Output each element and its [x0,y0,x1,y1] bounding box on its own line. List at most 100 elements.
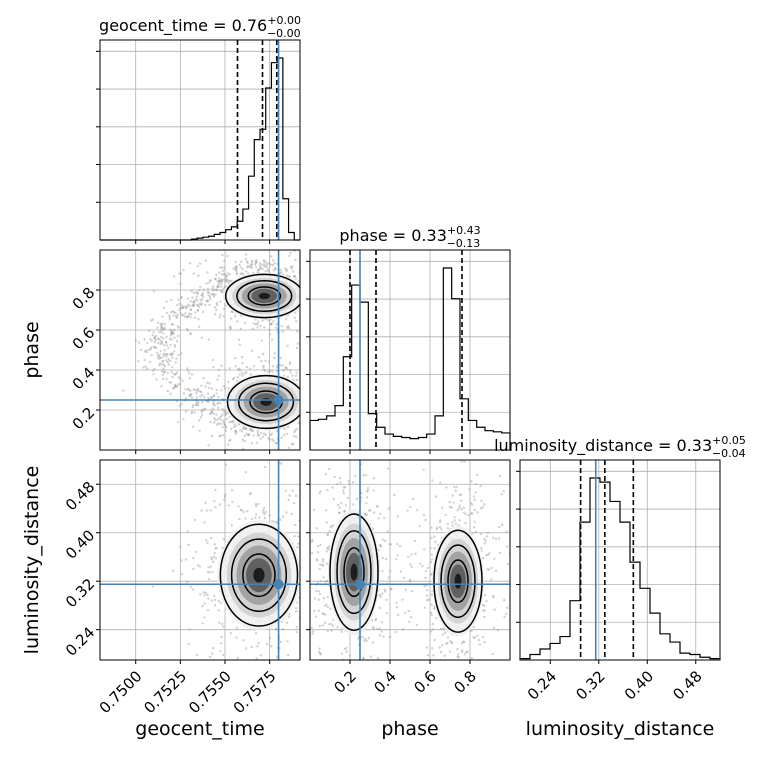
sample-point [377,517,380,520]
sample-point [310,552,314,555]
sample-point [178,382,182,386]
sample-point [223,495,227,499]
sample-point [156,326,159,329]
sample-point [217,285,220,288]
sample-point [264,269,267,273]
sample-point [182,418,185,421]
sample-point [211,407,215,410]
sample-point [325,521,328,524]
sample-point [449,668,451,670]
sample-point [194,311,197,314]
sample-point [234,432,237,435]
sample-point [385,612,389,615]
sample-point [168,381,171,384]
sample-point [246,264,250,268]
sample-point [221,434,225,437]
sample-point [196,291,199,294]
sample-point [311,597,313,599]
sample-point [171,331,174,335]
axes-frame [99,39,301,241]
sample-point [482,661,484,663]
sample-point [210,396,214,399]
sample-point [491,652,494,656]
sample-point [327,406,329,408]
sample-point [222,384,225,388]
sample-point [439,627,443,630]
sample-point [465,696,467,698]
sample-point [212,394,215,397]
sample-point [274,326,278,329]
sample-point [315,392,317,394]
sample-point [222,410,226,413]
sample-point [378,593,382,597]
sample-point [505,530,508,533]
sample-point [188,312,191,315]
sample-point [220,364,223,368]
sample-point [285,432,289,436]
sample-point [240,272,243,275]
sample-point [479,484,482,488]
sample-point [367,509,371,513]
sample-point [288,362,292,366]
sample-point [481,603,485,607]
sample-point [311,354,313,356]
sample-point [315,589,318,593]
sample-point [218,416,221,420]
sample-point [260,263,264,267]
sample-point [201,401,204,404]
sample-point [275,520,278,523]
sample-point [462,506,466,510]
sample-point [177,308,181,311]
sample-point [207,566,210,569]
sample-point [185,328,189,331]
sample-point [315,399,317,401]
sample-point [492,626,496,629]
histogram-panel-geocent-time: geocent_time = 0.76+0.00 −0.00 [96,14,301,244]
sample-point [211,287,214,290]
sample-point [246,266,249,269]
axes-frame [309,249,511,451]
sample-point [423,606,427,609]
sample-point [356,660,358,662]
sample-point [364,637,367,641]
sample-point [213,313,217,316]
sample-point [248,492,252,496]
sample-point [279,689,281,691]
sample-point [202,288,205,291]
sample-point [326,579,329,583]
sample-point [280,436,283,439]
sample-point [422,513,426,517]
sample-point [474,663,476,665]
sample-point [182,305,186,309]
sample-point [228,279,232,283]
sample-point [313,344,315,346]
sample-point [387,576,390,579]
sample-point [174,361,177,364]
sample-point [222,287,225,290]
sample-point [307,523,309,525]
sample-point [303,411,305,413]
sample-point [426,653,430,657]
sample-point [363,418,365,420]
sample-point [296,342,299,345]
sample-point [398,544,402,548]
sample-point [228,439,231,443]
sample-point [316,368,318,370]
sample-point [161,328,164,331]
sample-point [214,277,217,281]
sample-point [263,262,266,266]
sample-point [217,277,221,280]
sample-point [279,450,281,452]
sample-point [451,494,454,497]
sample-point [343,444,345,446]
sample-point [158,331,161,334]
sample-point [273,356,276,360]
sample-point [209,293,213,296]
sample-point [425,584,428,587]
sample-point [453,519,457,522]
sample-point [469,501,473,505]
sample-point [379,512,382,515]
sample-point [366,487,370,490]
x-tick-label: 0.7525 [140,667,190,717]
sample-point [160,341,164,345]
